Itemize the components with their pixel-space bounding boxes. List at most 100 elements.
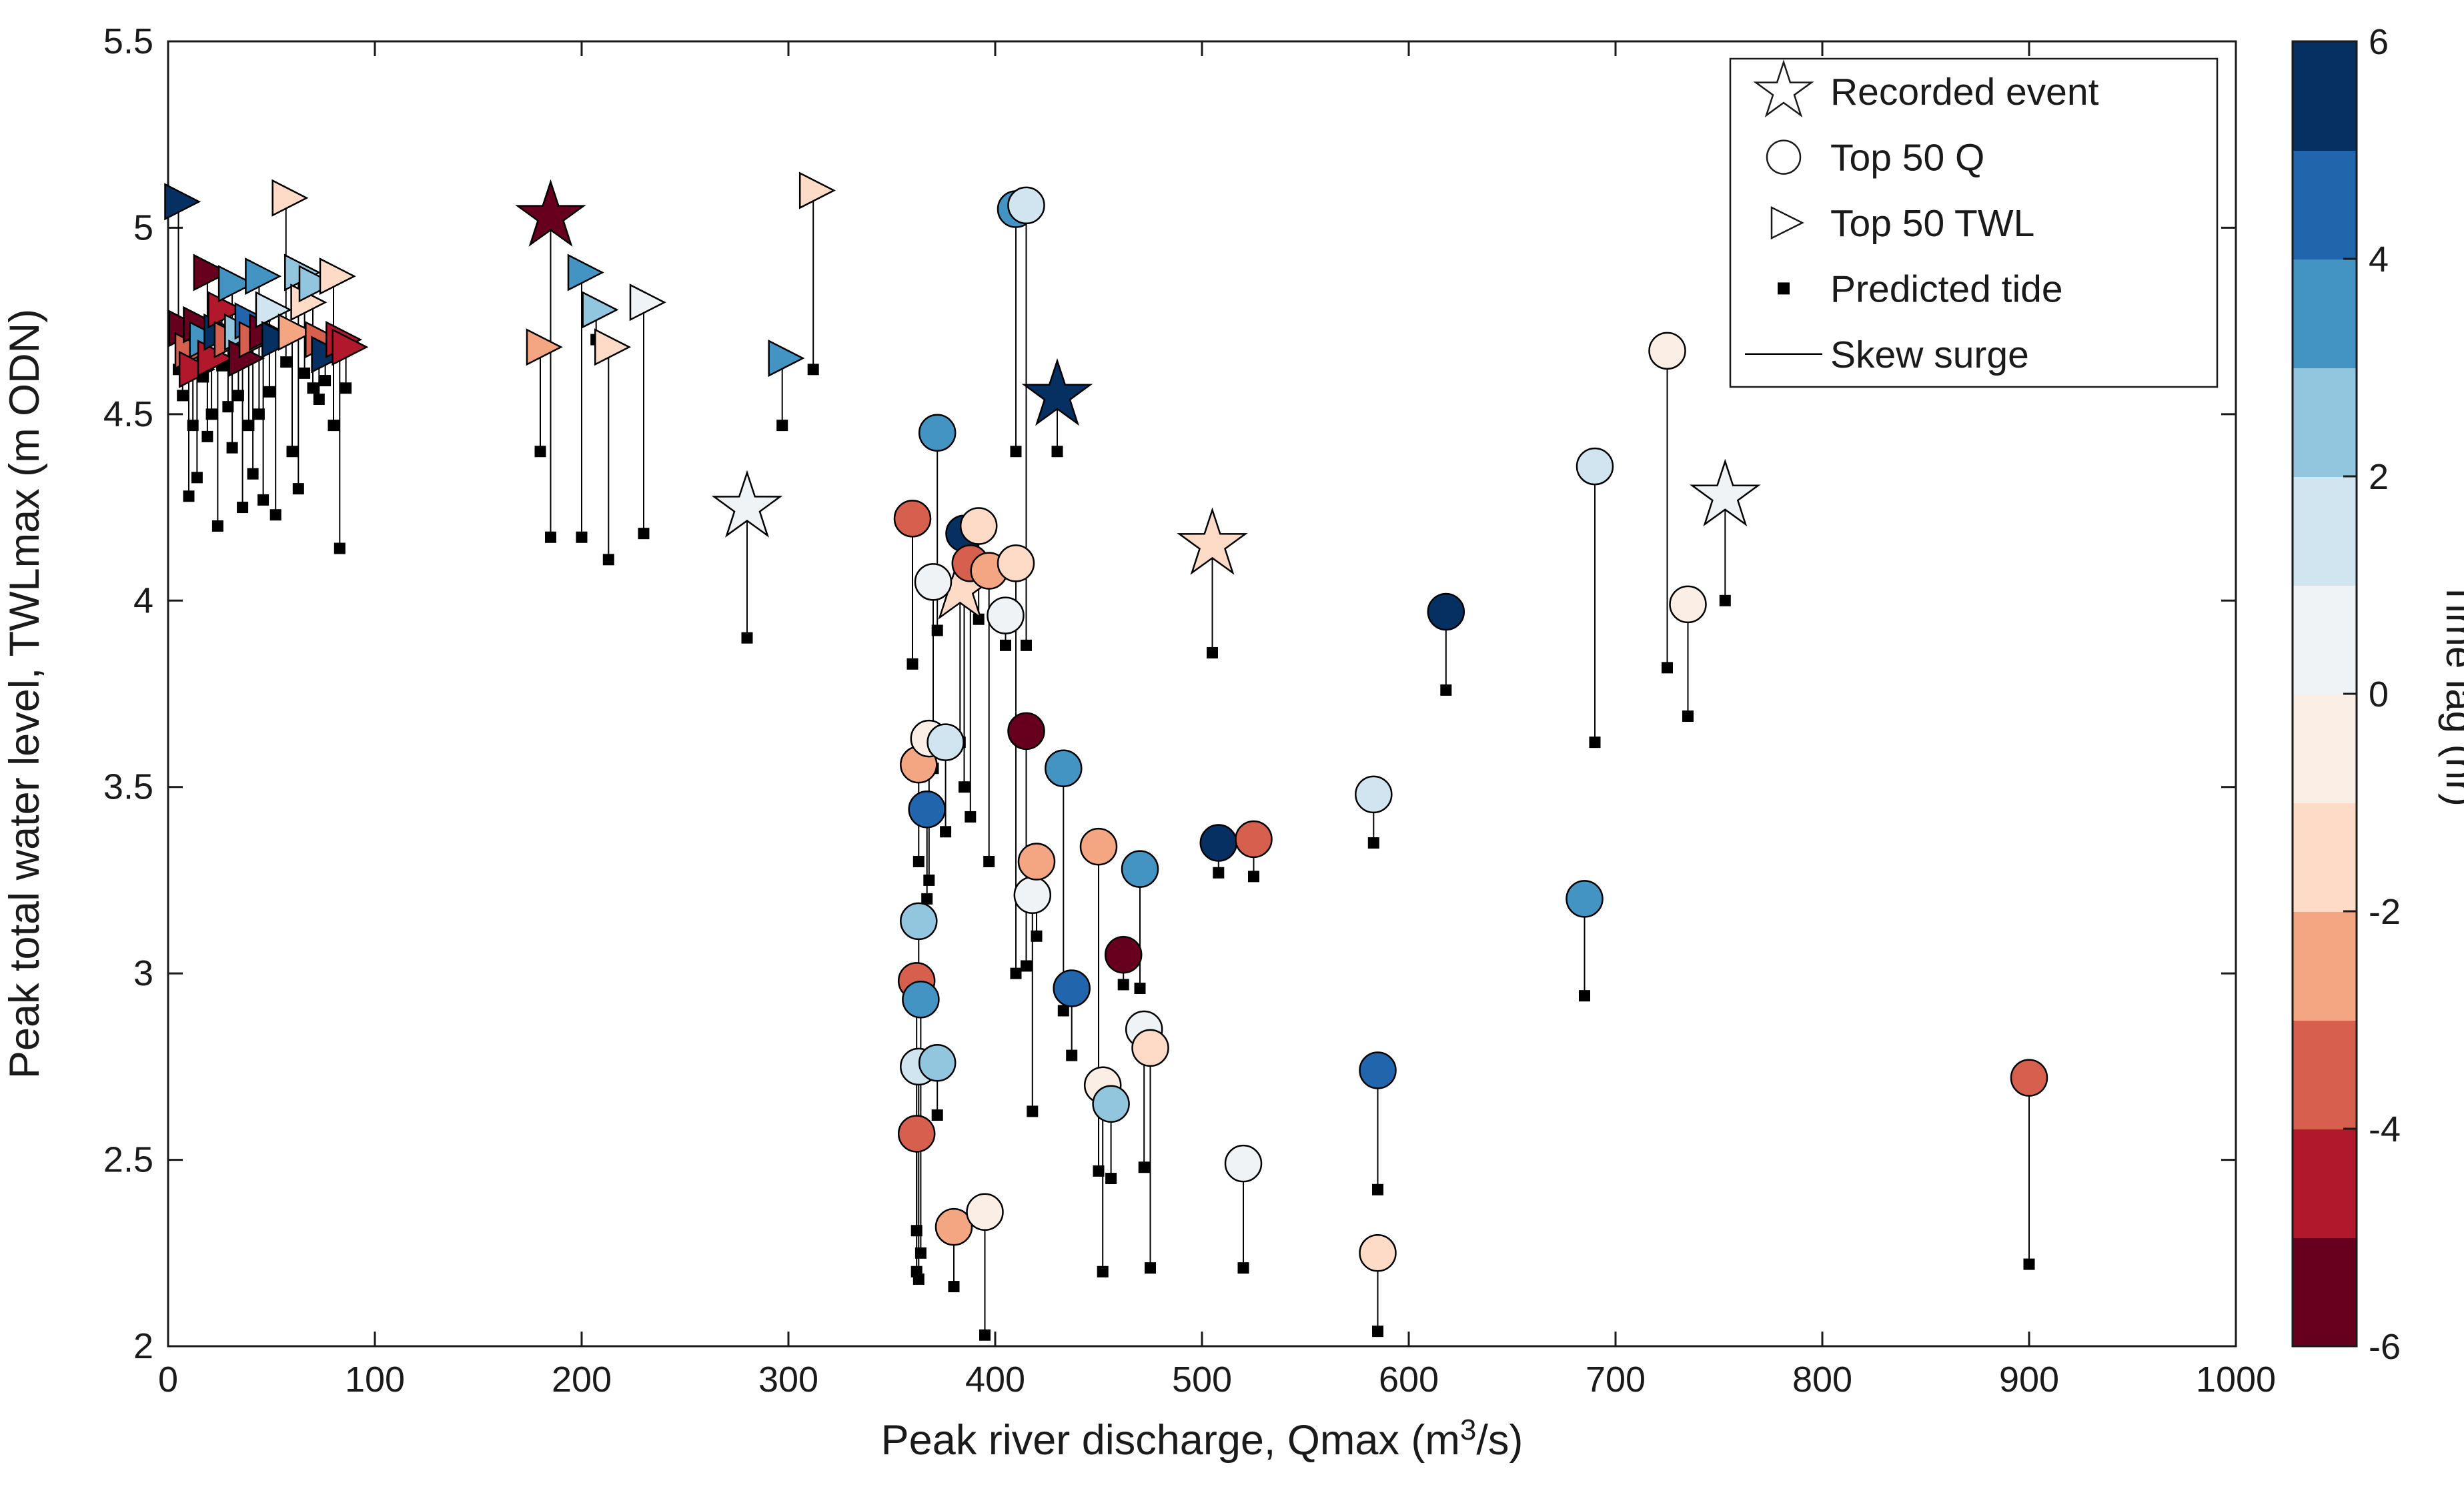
- legend-star-icon: [1753, 59, 1814, 118]
- predicted-tide-marker: [638, 528, 650, 540]
- predicted-tide-marker: [340, 382, 352, 394]
- predicted-tide-marker: [328, 420, 340, 432]
- top50Q-marker: [1427, 592, 1465, 631]
- x-tick-label: 700: [1586, 1360, 1646, 1400]
- predicted-tide-marker: [191, 472, 203, 484]
- predicted-tide-marker: [1117, 979, 1129, 991]
- predicted-tide-marker: [741, 632, 753, 644]
- predicted-tide-marker: [1010, 967, 1022, 979]
- legend-square-icon: [1778, 282, 1790, 295]
- x-tick-label: 300: [758, 1360, 818, 1400]
- top50Q-marker: [1104, 935, 1143, 974]
- predicted-tide-marker: [280, 356, 292, 368]
- top50Q-marker: [1007, 186, 1045, 225]
- predicted-tide-marker: [313, 394, 325, 406]
- predicted-tide-marker: [948, 1281, 960, 1293]
- y-tick-label: 2: [133, 1326, 153, 1366]
- colorbar-tick-label: 4: [2369, 239, 2389, 280]
- colorbar-segment: [2293, 150, 2357, 260]
- predicted-tide-marker: [1057, 1005, 1069, 1017]
- colorbar-segment: [2293, 1237, 2357, 1347]
- predicted-tide-marker: [959, 781, 970, 793]
- colorbar-segment: [2293, 259, 2357, 368]
- predicted-tide-marker: [2023, 1258, 2035, 1270]
- legend-label: Predicted tide: [1830, 268, 2063, 310]
- top50TWL-marker: [319, 258, 356, 296]
- recorded-event-marker: [1689, 458, 1761, 527]
- top50Q-marker: [987, 596, 1025, 634]
- top50Q-marker: [1359, 1051, 1397, 1089]
- top50TWL-marker: [582, 291, 619, 329]
- colorbar-tick-label: -4: [2369, 1109, 2401, 1149]
- legend-box: [1729, 57, 2219, 388]
- top50Q-marker: [1566, 880, 1604, 918]
- predicted-tide-marker: [222, 401, 234, 413]
- recorded-event-marker: [711, 470, 783, 538]
- predicted-tide-marker: [931, 624, 943, 636]
- legend-triangle-icon: [1770, 205, 1804, 240]
- predicted-tide-marker: [201, 430, 213, 442]
- predicted-tide-marker: [1207, 647, 1218, 659]
- x-tick-label: 100: [345, 1360, 405, 1400]
- x-tick-label: 900: [1999, 1360, 2059, 1400]
- predicted-tide-marker: [183, 490, 195, 502]
- x-tick-label: 800: [1792, 1360, 1852, 1400]
- top50TWL-marker: [798, 171, 836, 209]
- predicted-tide-marker: [211, 520, 223, 532]
- predicted-tide-marker: [1105, 1173, 1117, 1185]
- predicted-tide-marker: [906, 658, 918, 670]
- top50Q-marker: [1092, 1085, 1130, 1123]
- colorbar-segment: [2293, 1020, 2357, 1129]
- predicted-tide-marker: [1138, 1161, 1150, 1173]
- predicted-tide-marker: [1662, 662, 1673, 674]
- legend-label: Recorded event: [1830, 71, 2099, 113]
- predicted-tide-marker: [257, 494, 269, 506]
- top50Q-marker: [893, 500, 932, 538]
- recorded-event-marker: [1177, 507, 1248, 575]
- y-tick-label: 4: [133, 580, 153, 620]
- y-axis-label: Peak total water level, TWLmax (m ODN): [1, 309, 48, 1079]
- predicted-tide-marker: [979, 1329, 991, 1341]
- predicted-tide-marker: [1134, 982, 1146, 994]
- predicted-tide-marker: [292, 483, 304, 495]
- colorbar-segment: [2293, 803, 2357, 912]
- predicted-tide-marker: [910, 1266, 922, 1278]
- colorbar-segment: [2293, 585, 2357, 694]
- predicted-tide-marker: [205, 408, 217, 420]
- predicted-tide-marker: [269, 509, 281, 521]
- legend-label: Top 50 TWL: [1830, 202, 2034, 245]
- predicted-tide-marker: [1372, 1326, 1383, 1338]
- top50Q-marker: [897, 1115, 936, 1153]
- top50TWL-marker: [178, 350, 215, 388]
- top50Q-marker: [1013, 876, 1052, 915]
- y-tick-label: 5.5: [103, 21, 153, 61]
- top50Q-marker: [1224, 1144, 1263, 1183]
- colorbar-segment: [2293, 368, 2357, 477]
- predicted-tide-marker: [286, 446, 298, 458]
- top50Q-marker: [1235, 820, 1273, 859]
- top50Q-marker: [918, 414, 957, 452]
- predicted-tide-marker: [965, 811, 977, 823]
- top50Q-marker: [959, 507, 998, 545]
- legend: Recorded event Top 50 Q Top 50 TWL Predicte…: [1729, 57, 2219, 388]
- predicted-tide-marker: [334, 542, 346, 554]
- colorbar: -6 -4 -2 0 2 4 6 Time lag (hr): [2291, 22, 2464, 1367]
- predicted-tide-marker: [921, 893, 933, 905]
- colorbar-tick-label: -2: [2369, 892, 2401, 932]
- y-tick-label: 3.5: [103, 767, 153, 807]
- predicted-tide-marker: [1031, 930, 1043, 942]
- top50TWL-marker: [164, 183, 201, 221]
- predicted-tide-marker: [1093, 1165, 1105, 1177]
- colorbar-label: Time lag (hr): [2438, 581, 2464, 807]
- top50Q-marker: [1007, 712, 1045, 751]
- x-tick-label: 500: [1172, 1360, 1232, 1400]
- predicted-tide-marker: [1010, 446, 1022, 458]
- top50Q-marker: [1121, 850, 1159, 888]
- predicted-tide-marker: [247, 468, 259, 480]
- predicted-tide-marker: [940, 826, 952, 838]
- top50Q-marker: [1355, 775, 1393, 814]
- top50Q-marker: [900, 902, 938, 941]
- top50TWL-marker: [768, 339, 805, 378]
- predicted-tide-marker: [912, 855, 925, 867]
- axes: 0 100 200 300 400 500 600 700 800 900 1000 2 2.5 3 3.5…: [1, 21, 2276, 1464]
